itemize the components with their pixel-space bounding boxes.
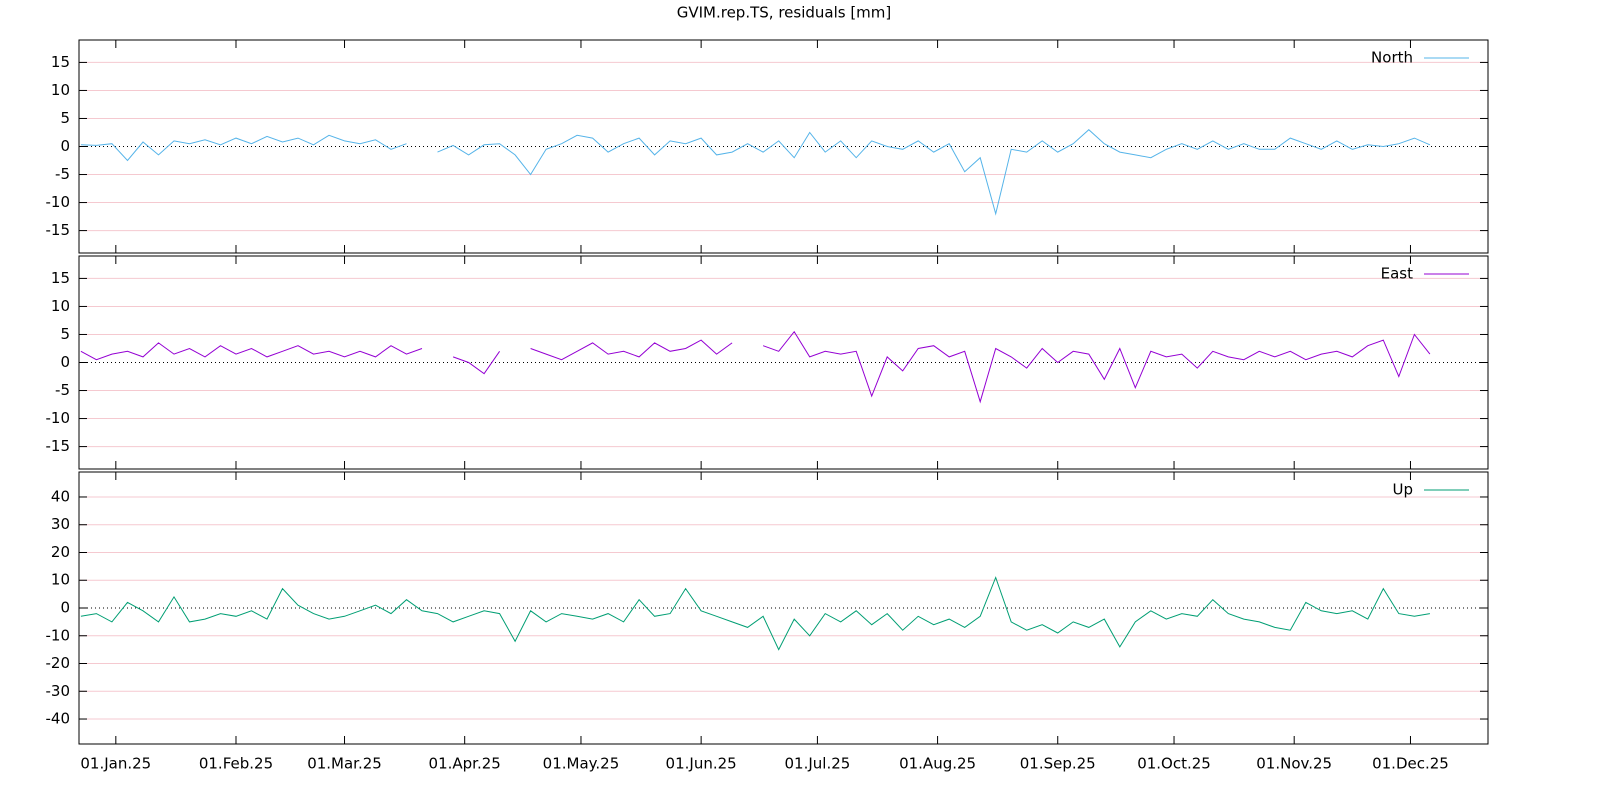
y-tick-label: 30 — [51, 515, 70, 533]
chart-title: GVIM.rep.TS, residuals [mm] — [677, 4, 892, 22]
x-tick-label: 01.Oct.25 — [1137, 755, 1211, 773]
y-tick-label: -30 — [46, 682, 71, 700]
y-tick-label: -10 — [46, 193, 71, 211]
y-tick-label: 5 — [60, 109, 70, 127]
y-tick-label: 15 — [51, 269, 70, 287]
y-tick-label: 10 — [51, 571, 70, 589]
y-tick-label: -10 — [46, 409, 71, 427]
x-tick-label: 01.Apr.25 — [429, 755, 501, 773]
x-tick-label: 01.Jun.25 — [666, 755, 737, 773]
y-tick-label: -5 — [55, 165, 70, 183]
y-tick-label: 5 — [60, 325, 70, 343]
y-tick-label: -15 — [46, 437, 71, 455]
y-tick-label: 15 — [51, 53, 70, 71]
legend-label: East — [1381, 265, 1413, 283]
y-tick-label: 0 — [60, 353, 70, 371]
x-tick-label: 01.Sep.25 — [1020, 755, 1096, 773]
y-tick-label: 0 — [60, 137, 70, 155]
series-line — [80, 330, 1431, 404]
legend-label: Up — [1392, 481, 1413, 499]
y-tick-label: -20 — [46, 654, 71, 672]
x-tick-label: 01.Feb.25 — [199, 755, 273, 773]
x-tick-label: 01.Nov.25 — [1256, 755, 1332, 773]
y-tick-label: 10 — [51, 81, 70, 99]
x-tick-label: 01.Jan.25 — [80, 755, 151, 773]
x-tick-label: 01.May.25 — [543, 755, 620, 773]
y-tick-label: 40 — [51, 487, 70, 505]
series-line — [80, 576, 1430, 651]
panel-frame — [78, 255, 1489, 470]
panel-frame — [78, 471, 1489, 745]
y-tick-label: -40 — [46, 710, 71, 728]
x-tick-label: 01.Mar.25 — [307, 755, 382, 773]
panel-frame — [78, 39, 1489, 254]
y-tick-label: -10 — [46, 626, 71, 644]
y-tick-label: -15 — [46, 221, 71, 239]
x-tick-label: 01.Aug.25 — [899, 755, 976, 773]
x-tick-label: 01.Jul.25 — [785, 755, 851, 773]
y-tick-label: 10 — [51, 297, 70, 315]
y-tick-label: 20 — [51, 543, 70, 561]
series-line — [80, 129, 1431, 216]
x-tick-label: 01.Dec.25 — [1372, 755, 1449, 773]
y-tick-label: -5 — [55, 381, 70, 399]
y-tick-label: 0 — [60, 599, 70, 617]
legend-label: North — [1371, 49, 1413, 67]
